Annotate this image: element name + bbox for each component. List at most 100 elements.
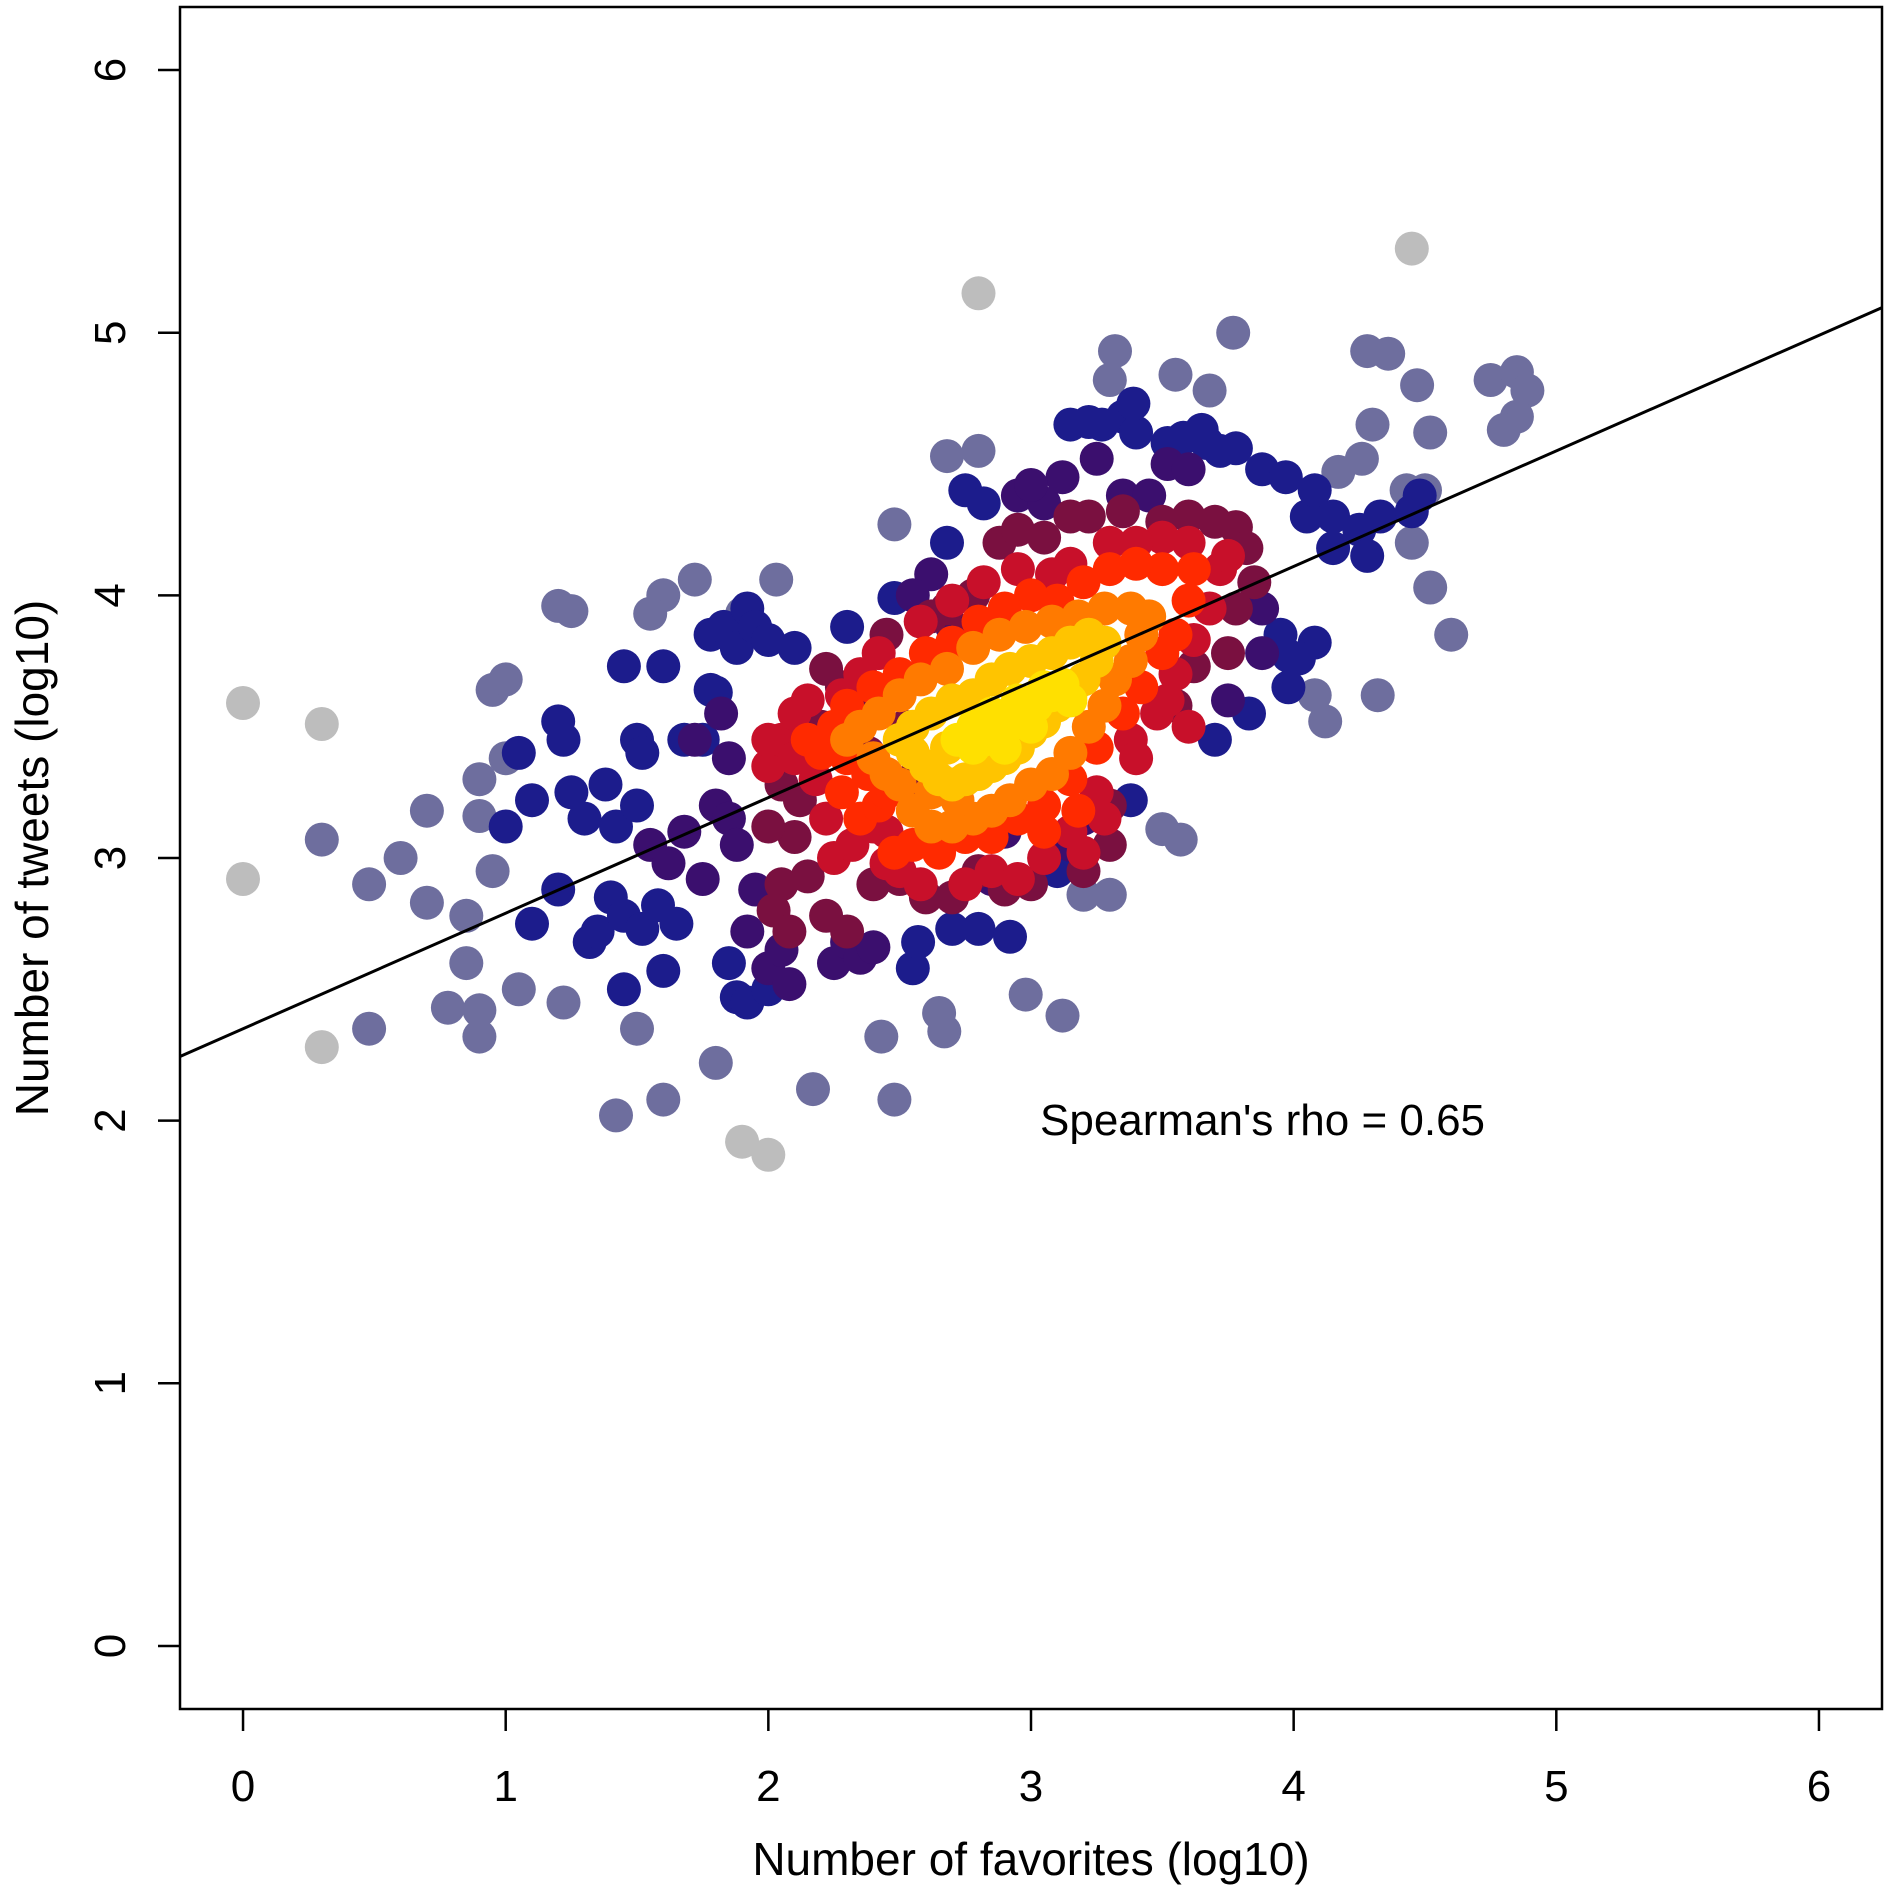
data-point [599,809,633,844]
data-point [1119,546,1154,581]
data-point [1008,977,1043,1012]
data-point [1098,334,1132,369]
data-point [798,762,833,797]
data-point [633,596,668,631]
data-point [730,914,765,949]
data-point [1145,552,1180,587]
data-point [966,486,1001,521]
data-point [646,649,681,684]
data-point [226,862,260,896]
data-point [1113,591,1148,626]
data-point [1087,688,1122,723]
data-point [1053,683,1088,718]
data-point [956,709,991,744]
data-point [930,525,964,560]
data-point [1113,644,1148,678]
data-point [409,885,444,920]
data-point [659,906,694,941]
data-point [772,914,807,949]
data-point [824,775,859,810]
data-point [1027,814,1062,849]
y-tick-label: 0 [86,1634,135,1658]
data-point [987,730,1022,765]
data-point [449,946,484,981]
data-point [777,820,812,854]
data-point [606,649,641,684]
data-point [993,919,1027,954]
data-point [462,799,497,833]
y-axis-ticks: 0 1 2 3 4 5 6 [86,58,180,1658]
data-point [1289,499,1324,534]
data-point [1355,407,1390,442]
x-tick-label: 0 [231,1762,255,1811]
data-point [1473,363,1508,397]
data-point [719,827,754,862]
data-point [1150,683,1185,718]
data-point [1402,478,1437,513]
data-point [462,1019,497,1054]
data-point [751,722,786,757]
data-point [1192,373,1227,408]
y-tick-label: 3 [86,846,135,870]
data-point [1066,565,1101,600]
data-point [588,767,623,802]
data-point [711,741,746,776]
data-point [961,276,996,311]
y-tick-label: 6 [86,58,135,82]
data-point [796,1072,830,1107]
data-point [1176,552,1211,587]
data-point [1371,336,1406,371]
data-point [764,867,799,902]
data-point [567,801,602,836]
data-point [1308,704,1343,739]
data-point [685,862,720,896]
data-point [1092,877,1127,912]
data-point [935,583,970,618]
data-point [1400,368,1435,403]
data-point [1105,494,1140,529]
data-point [546,722,581,757]
data-point [759,562,794,597]
data-point [864,1019,899,1054]
y-axis-title: Number of tweets (log10) [6,600,58,1116]
data-point [704,696,739,731]
data-point [930,439,964,474]
data-point [1027,841,1062,875]
data-point [895,709,930,744]
data-point [901,925,936,959]
data-point [772,967,807,1002]
data-point [1066,877,1101,912]
data-point [475,854,510,889]
data-point [1061,793,1096,828]
data-point [599,1098,633,1133]
data-point [554,775,589,810]
data-point [1360,678,1395,713]
data-point [488,809,523,844]
data-point [501,972,536,1007]
y-tick-label: 2 [86,1108,135,1132]
data-point [882,767,917,802]
data-point [1079,441,1114,476]
data-point [1271,670,1306,705]
data-point [1211,683,1245,718]
data-point [430,990,465,1025]
data-point [930,651,964,686]
data-point [856,930,891,965]
data-point [1071,499,1106,534]
data-point [1119,415,1154,450]
data-point [1197,722,1232,757]
y-tick-label: 5 [86,320,135,344]
data-point [1297,678,1332,713]
data-point [1268,460,1303,495]
data-point [1394,525,1429,560]
data-point [1158,617,1193,652]
points-layer [226,231,1545,1172]
data-point [1486,412,1521,447]
data-point [777,630,812,665]
data-point [751,809,786,844]
data-point [1119,741,1154,776]
data-point [1092,363,1127,397]
data-point [1045,460,1080,495]
data-point [462,993,497,1028]
